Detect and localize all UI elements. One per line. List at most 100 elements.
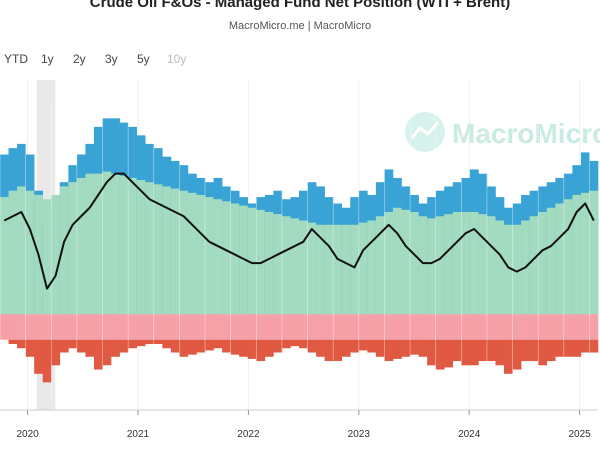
long-green-bar (153, 184, 163, 315)
short-pink-bar (341, 314, 351, 340)
short-pink-bar (478, 314, 488, 340)
short-red-bar (281, 339, 291, 349)
long-green-bar (538, 212, 548, 315)
short-red-bar (264, 339, 274, 357)
short-pink-bar (273, 314, 283, 340)
short-red-bar (401, 339, 411, 357)
chart-subtitle: MacroMicro.me | MacroMicro (228, 20, 372, 32)
long-green-bar (392, 207, 402, 315)
short-red-bar (555, 339, 565, 357)
short-pink-bar (461, 314, 471, 340)
short-red-bar (529, 339, 539, 362)
short-pink-bar (427, 314, 436, 340)
short-red-bar (580, 339, 590, 353)
long-green-bar (427, 218, 436, 315)
long-green-bar (444, 214, 454, 315)
short-pink-bar (17, 314, 26, 340)
short-red-bar (76, 339, 86, 353)
short-red-bar (85, 339, 95, 357)
short-red-bar (187, 339, 197, 355)
short-pink-bar (0, 314, 9, 340)
long-green-bar (0, 197, 9, 315)
long-green-bar (529, 216, 539, 315)
short-pink-bar (392, 314, 402, 340)
long-green-bar (222, 201, 231, 315)
long-green-bar (452, 212, 462, 315)
short-pink-bar (375, 314, 385, 340)
long-green-bar (42, 199, 52, 315)
range-tab-ytd[interactable]: YTD (4, 52, 28, 66)
long-green-bar (59, 186, 69, 315)
short-red-bar (25, 339, 35, 357)
short-pink-bar (247, 314, 257, 340)
short-pink-bar (213, 314, 223, 340)
net-line-group (3, 172, 595, 290)
long-green-bar (179, 190, 189, 315)
short-red-bar (205, 339, 214, 351)
short-pink-bar (589, 314, 599, 340)
short-red-bar (153, 339, 163, 344)
short-pink-bar (25, 314, 35, 340)
short-pink-bar (290, 314, 300, 340)
short-red-bar (145, 339, 155, 344)
short-pink-bar (76, 314, 86, 340)
short-pink-bar (384, 314, 394, 340)
short-pink-bar (51, 314, 61, 340)
short-red-bar (213, 339, 223, 349)
long-green-bar (51, 194, 61, 315)
range-tab-5y[interactable]: 5y (137, 52, 150, 66)
short-pink-bar (170, 314, 180, 340)
long-green-bar (119, 175, 129, 315)
long-green-bar (128, 177, 137, 315)
short-red-bar (8, 339, 18, 344)
short-red-bar (247, 339, 257, 359)
short-red-bar (589, 339, 599, 353)
short-red-bar (93, 339, 103, 370)
short-red-bar (128, 339, 137, 349)
short-pink-bar (102, 314, 112, 340)
short-red-bar (162, 339, 172, 349)
short-pink-bar (42, 314, 52, 340)
long-green-bar (8, 190, 18, 315)
short-pink-bar (469, 314, 479, 340)
short-red-bar (435, 339, 445, 370)
short-pink-bar (230, 314, 240, 340)
short-red-bar (478, 339, 488, 362)
short-red-bar (469, 339, 479, 366)
range-tab-2y[interactable]: 2y (73, 52, 86, 66)
long-green-bar (213, 199, 223, 315)
short-red-bar (222, 339, 231, 353)
x-tick-label-2024: 2024 (458, 429, 481, 440)
long-green-bar (324, 224, 334, 315)
long-green-bar (375, 216, 385, 315)
short-red-bar (521, 339, 530, 362)
short-pink-bar (324, 314, 334, 340)
long-green-bar (478, 214, 488, 315)
long-green-bar (418, 216, 428, 315)
long-green-bar (495, 220, 505, 315)
short-pink-bar (145, 314, 155, 340)
short-pink-bar (111, 314, 120, 340)
short-pink-bar (59, 314, 69, 340)
long-green-bar (205, 197, 214, 315)
long-green-bar (76, 177, 86, 315)
range-tab-3y[interactable]: 3y (105, 52, 118, 66)
long-green-bar (546, 207, 556, 315)
x-axis: 2020 2021 2022 2023 2024 2025 (0, 409, 598, 440)
short-pink-bar (512, 314, 522, 340)
long-green-bar (307, 222, 317, 315)
long-green-bar (281, 216, 291, 315)
long-green-bar (461, 212, 471, 315)
x-tick-label-2021: 2021 (127, 429, 150, 440)
short-red-bar (316, 339, 325, 357)
short-pink-bar (222, 314, 231, 340)
short-pink-bar (128, 314, 137, 340)
short-pink-bar (179, 314, 189, 340)
short-pink-bar (264, 314, 274, 340)
short-red-bar (239, 339, 249, 357)
range-tab-1y[interactable]: 1y (41, 52, 54, 66)
long-green-bar (102, 171, 112, 315)
net-position-chart: MacroMicro 2020 2021 2022 2023 2024 2025 (0, 80, 600, 440)
long-green-bar (17, 186, 26, 315)
short-pink-bar (8, 314, 18, 340)
